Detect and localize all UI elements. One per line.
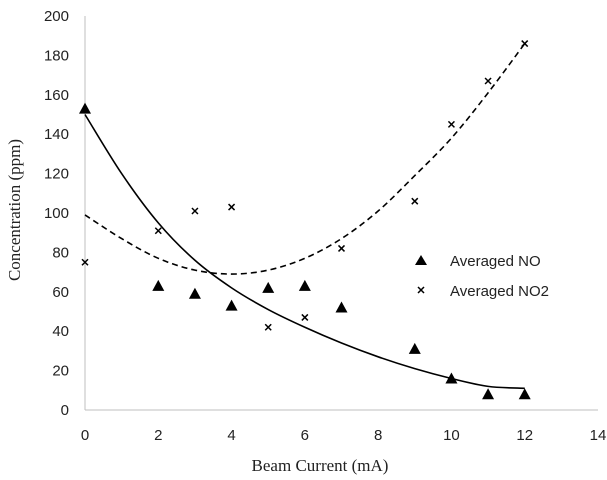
data-point-no (188, 287, 201, 299)
data-point-no (152, 279, 165, 291)
legend-item-no: Averaged NO (415, 253, 541, 270)
data-point-no2 (154, 227, 162, 235)
x-tick-label: 4 (227, 427, 235, 444)
data-point-no (79, 102, 91, 114)
data-point-no2 (228, 203, 236, 211)
legend-label-no: Averaged NO (450, 253, 541, 270)
data-point-no (482, 388, 495, 400)
axes (84, 16, 598, 411)
y-tick-label: 100 (44, 205, 69, 222)
y-tick-label: 200 (44, 8, 69, 25)
x-tick-labels: 0 2 4 6 8 10 12 14 (81, 427, 607, 444)
data-point-no2 (337, 244, 346, 252)
x-tick-label: 12 (516, 427, 533, 444)
data-point-no2 (81, 258, 89, 266)
data-point-no2 (301, 313, 309, 321)
y-tick-labels: 0 20 40 60 80 100 120 140 160 180 200 (44, 8, 69, 419)
x-tick-label: 2 (154, 427, 162, 444)
data-point-no2 (411, 197, 419, 205)
data-point-no (298, 279, 311, 291)
y-tick-label: 180 (44, 47, 69, 64)
data-point-no (335, 301, 348, 313)
y-tick-label: 40 (52, 323, 69, 340)
y-axis-title: Concentration (ppm) (5, 139, 24, 281)
legend-item-no2: Averaged NO2 (417, 283, 549, 300)
data-point-no2 (264, 323, 272, 331)
legend-marker-triangle (415, 255, 427, 265)
y-tick-label: 140 (44, 126, 69, 143)
x-tick-label: 6 (301, 427, 309, 444)
y-tick-label: 20 (52, 363, 69, 380)
x-tick-label: 8 (374, 427, 382, 444)
legend: Averaged NO Averaged NO2 (415, 253, 549, 300)
data-point-no (408, 342, 421, 354)
data-point-no (225, 299, 238, 311)
x-tick-label: 10 (443, 427, 460, 444)
x-tick-label: 14 (590, 427, 607, 444)
y-tick-label: 160 (44, 87, 69, 104)
data-point-no2 (521, 40, 529, 48)
data-point-no (445, 372, 458, 384)
x-axis-title: Beam Current (mA) (252, 456, 389, 475)
data-point-no (518, 388, 531, 400)
trendlines (84, 43, 526, 390)
y-tick-label: 60 (52, 284, 69, 301)
trendline-no2 (84, 43, 526, 275)
y-tick-label: 120 (44, 166, 69, 183)
data-point-no2 (447, 120, 455, 128)
trendline-no (84, 114, 525, 390)
legend-marker-x (417, 286, 425, 294)
data-point-no (262, 281, 275, 293)
legend-label-no2: Averaged NO2 (450, 283, 549, 300)
data-point-no2 (484, 77, 492, 85)
data-points (79, 40, 531, 400)
y-tick-label: 80 (52, 244, 69, 261)
y-tick-label: 0 (61, 402, 69, 419)
x-tick-label: 0 (81, 427, 89, 444)
data-point-no2 (191, 207, 199, 215)
